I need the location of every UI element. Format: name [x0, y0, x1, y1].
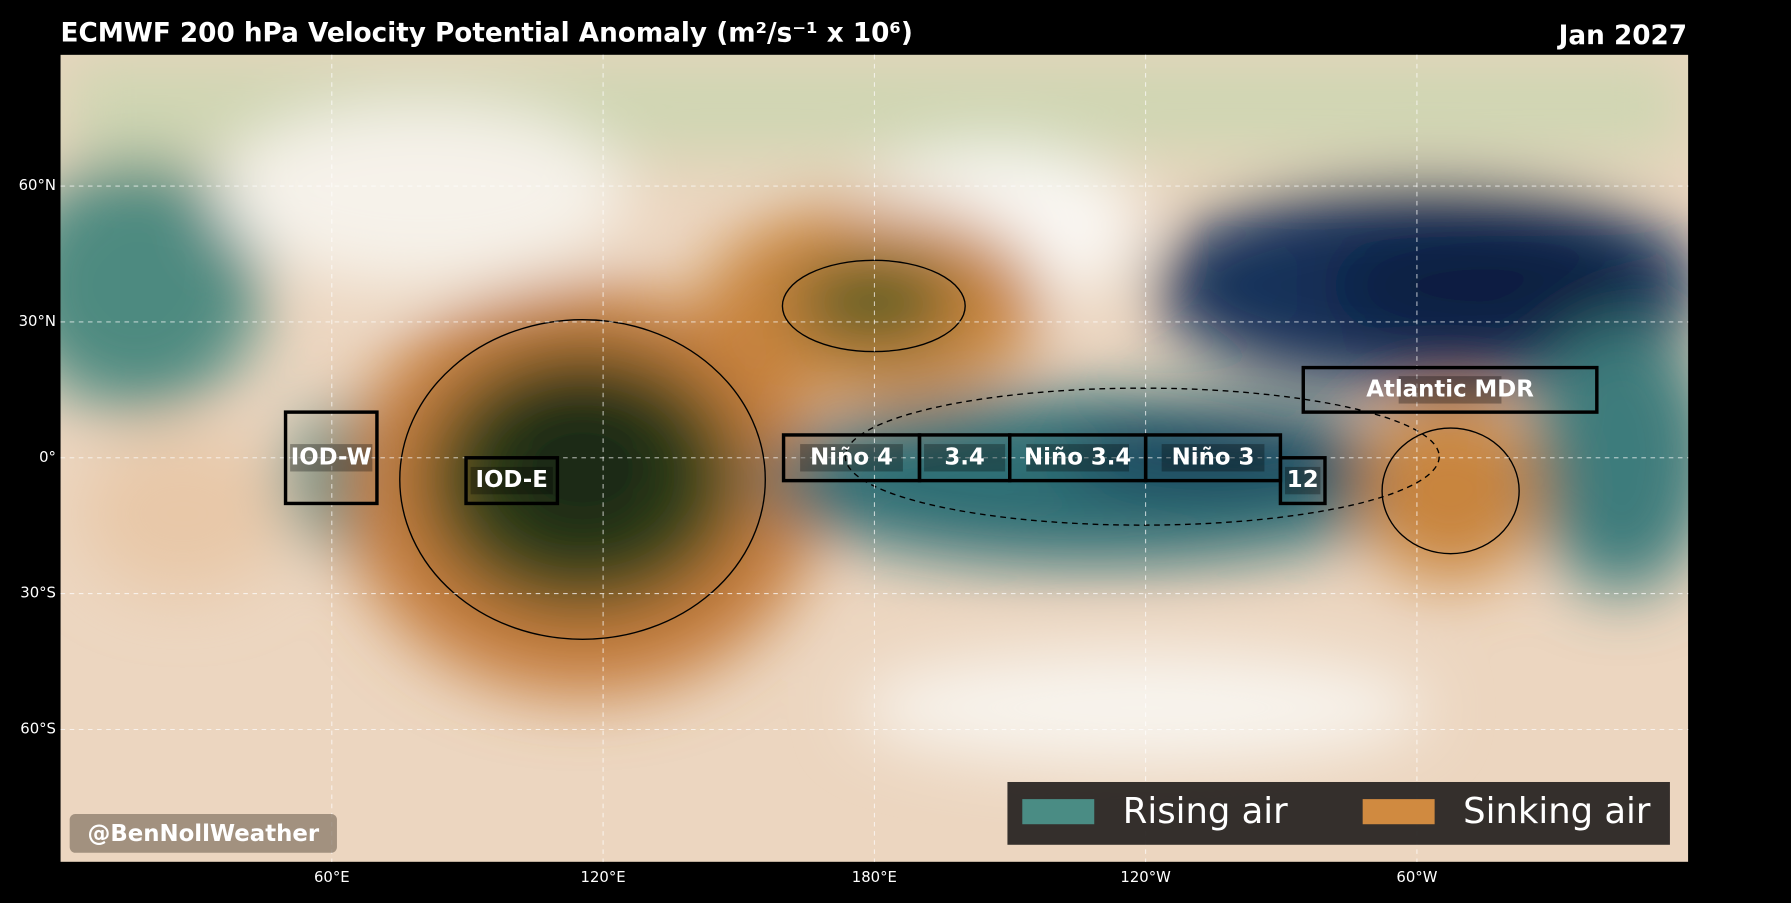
- region-box: [1278, 456, 1327, 506]
- region-label-bg: [1026, 444, 1130, 472]
- legend-label: Sinking air: [1463, 791, 1651, 832]
- lon-label: 60°W: [1396, 869, 1437, 886]
- region-label: Niño 3: [1172, 444, 1255, 470]
- lon-label: 60°E: [314, 869, 350, 886]
- lon-label: 120°E: [581, 869, 626, 886]
- legend-box: [1007, 781, 1670, 845]
- lat-label: 60°S: [20, 720, 56, 737]
- region-label: IOD-W: [291, 444, 372, 470]
- region-box: [1301, 365, 1599, 414]
- regions: IOD-W IOD-E Niño 4 3.4 Niño 3.4 Niño 3 12 Atlan…: [283, 365, 1599, 506]
- legend: Rising air Sinking air: [1007, 781, 1670, 845]
- date: Jan 2027: [1557, 21, 1687, 51]
- region-label: Atlantic MDR: [1366, 376, 1534, 402]
- legend-swatch: [1022, 799, 1095, 825]
- lat-label: 30°S: [20, 585, 56, 602]
- region-label: Niño 4: [810, 444, 893, 470]
- title: ECMWF 200 hPa Velocity Potential Anomaly…: [61, 19, 913, 49]
- region-label-bg: [470, 466, 553, 495]
- lat-label: 60°N: [19, 177, 56, 194]
- region-label-bg: [1398, 376, 1502, 404]
- region-label-bg: [290, 444, 373, 472]
- region-label: Niño 3.4: [1024, 444, 1131, 470]
- region-label-bg: [1284, 466, 1321, 495]
- lon-label: 120°W: [1120, 869, 1171, 886]
- watermark-box: [69, 813, 337, 853]
- region-label-bg: [1161, 444, 1265, 472]
- region-box: [283, 410, 379, 506]
- region-label: 12: [1287, 467, 1319, 493]
- watermark: @BenNollWeather: [88, 821, 320, 847]
- region-label: IOD-E: [476, 467, 548, 493]
- region-label: 3.4: [944, 444, 984, 470]
- region-label-bg: [800, 444, 903, 472]
- region-label-bg: [924, 444, 1006, 472]
- graticule: 60°E 120°E 180°E 120°W 60°W 60°N 30°N 0° 30°S 60°…: [19, 54, 1689, 886]
- legend-swatch: [1362, 799, 1435, 825]
- lat-label: 0°: [39, 449, 56, 466]
- region-box: [464, 456, 560, 506]
- lat-label: 30°N: [19, 313, 56, 330]
- lon-label: 180°E: [852, 869, 897, 886]
- legend-label: Rising air: [1123, 791, 1288, 832]
